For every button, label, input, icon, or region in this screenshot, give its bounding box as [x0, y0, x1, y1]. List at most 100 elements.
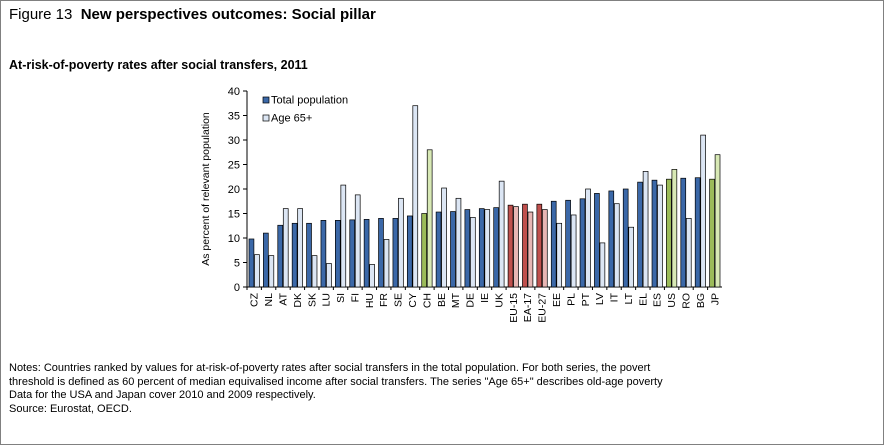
bar-age65-pt — [585, 188, 591, 288]
bar-total-pt — [579, 198, 586, 288]
x-tick-label: DE — [465, 293, 477, 308]
bar-age65-lt — [628, 226, 634, 288]
x-tick-label: EE — [551, 293, 563, 307]
bar-total-ea-17 — [522, 203, 528, 288]
bar-age65-ro — [685, 218, 692, 288]
bar-age65-fr — [383, 239, 390, 288]
y-tick-label: 35 — [228, 111, 240, 123]
notes-line-1: Notes: Countries ranked by values for at… — [9, 362, 651, 374]
x-tick-label: SK — [306, 293, 318, 307]
legend-swatch-age65 — [262, 114, 270, 122]
bar-total-at — [277, 224, 284, 288]
bar-total-fr — [378, 218, 384, 288]
x-tick-label: SI — [335, 293, 347, 303]
bar-total-cz — [248, 238, 255, 288]
bar-age65-jp — [714, 154, 721, 288]
bar-age65-es — [657, 184, 663, 288]
x-tick-label: JP — [709, 293, 721, 305]
x-tick-label: LV — [594, 293, 606, 305]
bar-age65-eu-15 — [513, 206, 519, 288]
bar-total-cy — [406, 215, 413, 288]
bar-chart: 0 5 10 15 20 25 30 35 40 As percent of relevant p… — [200, 86, 722, 323]
x-tick-label: PT — [580, 292, 592, 306]
x-tick-label: BE — [436, 293, 448, 307]
bar-age65-ch — [426, 149, 433, 288]
y-tick-label: 10 — [228, 233, 240, 245]
bar-total-nl — [263, 232, 269, 288]
x-tick-label: FI — [349, 293, 361, 302]
bar-age65-sk — [311, 255, 318, 288]
x-tick-label: AT — [277, 292, 289, 305]
bar-age65-hu — [369, 264, 375, 288]
bar-age65-pl — [570, 214, 577, 288]
bar-total-el — [637, 181, 643, 288]
x-tick-label: RO — [681, 293, 693, 309]
figure-title-text: New perspectives outcomes: Social pillar — [80, 6, 376, 23]
figure-title: Figure 13 New perspectives outcomes: Soc… — [9, 6, 376, 23]
bar-age65-el — [642, 171, 649, 288]
source-note: Source: Eurostat, OECD. — [9, 403, 132, 415]
bar-total-us — [666, 178, 672, 288]
bar-age65-be — [441, 187, 447, 288]
bar-total-mt — [450, 211, 456, 288]
bar-total-sk — [306, 222, 312, 288]
bar-total-dk — [291, 222, 298, 288]
x-tick-label: DK — [292, 293, 304, 308]
bar-total-pl — [565, 199, 571, 288]
x-tick-label: LU — [321, 293, 333, 306]
bar-age65-lv — [599, 242, 606, 288]
x-tick-label: UK — [493, 293, 505, 308]
x-tick-label: CZ — [249, 292, 261, 307]
bar-age65-dk — [297, 208, 303, 288]
y-tick-label: 25 — [228, 160, 240, 172]
bar-age65-bg — [700, 134, 706, 288]
bar-total-ie — [478, 208, 485, 288]
x-tick-label: LT — [623, 292, 635, 304]
bar-age65-ea-17 — [527, 211, 534, 288]
bar-age65-lu — [326, 263, 332, 288]
x-tick-label: EU-27 — [537, 293, 549, 323]
bar-total-es — [651, 179, 658, 288]
y-tick-label: 15 — [228, 209, 240, 221]
notes-line-3: Data for the USA and Japan cover 2010 an… — [9, 389, 316, 401]
bar-total-de — [464, 209, 471, 288]
bar-age65-se — [398, 197, 404, 288]
bar-total-hu — [363, 219, 370, 288]
y-axis-title: As percent of relevant population — [200, 112, 212, 266]
bar-total-bg — [694, 177, 701, 288]
bar-total-lu — [320, 220, 327, 288]
bar-age65-fi — [354, 194, 361, 288]
notes: Notes: Countries ranked by values for at… — [9, 362, 883, 403]
x-tick-label: EL — [637, 293, 649, 306]
x-tick-label: IT — [609, 292, 621, 302]
bar-total-jp — [709, 178, 715, 288]
bar-total-eu-27 — [536, 203, 543, 288]
bar-age65-at — [282, 208, 289, 288]
bar-total-lt — [622, 188, 629, 288]
bar-total-be — [435, 211, 442, 288]
x-tick-label: IE — [479, 293, 491, 303]
x-tick-label: FR — [378, 293, 390, 307]
x-tick-label: EA-17 — [522, 293, 534, 322]
x-tick-label: HU — [364, 293, 376, 308]
legend-label-age65: Age 65+ — [271, 113, 312, 125]
chart-title: At-risk-of-poverty rates after social tr… — [9, 58, 308, 72]
notes-line-2: threshold is defined as 60 percent of me… — [9, 375, 663, 388]
legend-label-total: Total population — [271, 95, 348, 107]
legend-swatch-total — [262, 96, 270, 104]
y-tick-label: 5 — [234, 258, 240, 270]
bar-total-ch — [421, 213, 427, 288]
x-tick-label: ES — [652, 293, 664, 307]
bar-age65-nl — [268, 255, 275, 288]
y-tick-label: 20 — [228, 184, 240, 196]
bar-total-eu-15 — [507, 204, 514, 288]
bar-total-ro — [680, 177, 687, 288]
bar-age65-us — [671, 169, 678, 288]
x-tick-label: SE — [393, 293, 405, 307]
bar-age65-it — [613, 203, 620, 288]
bar-age65-uk — [498, 180, 505, 288]
bar-age65-mt — [455, 197, 462, 288]
bar-age65-ee — [556, 222, 563, 288]
bar-age65-cy — [412, 105, 419, 288]
